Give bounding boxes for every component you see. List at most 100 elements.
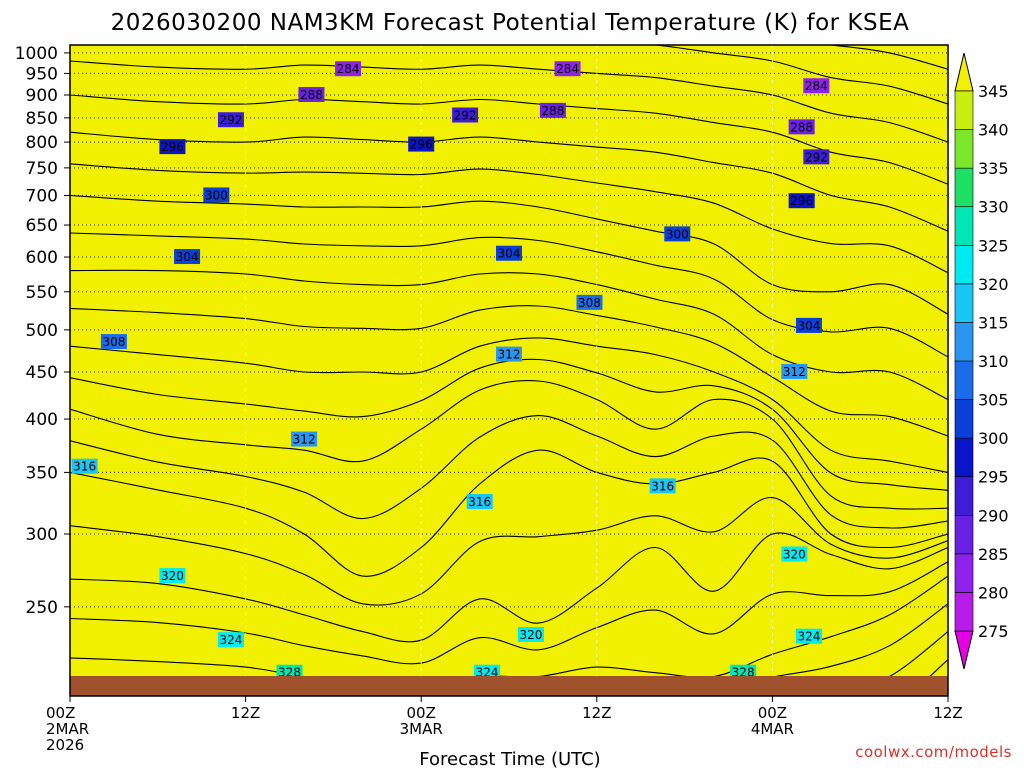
contour-label-bg <box>788 193 815 209</box>
contour-label: 292 <box>805 150 828 164</box>
isentrope-318k <box>70 497 948 606</box>
contour-label-bg <box>664 226 691 242</box>
pressure-tick-label: 300 <box>26 525 58 545</box>
colorbar-label: 285 <box>978 545 1009 564</box>
credit-text: coolwx.com/models <box>855 743 1012 761</box>
colorbar-label: 315 <box>978 313 1009 332</box>
isentrope-292k <box>70 60 948 143</box>
contour-label-bg <box>795 317 822 333</box>
pressure-tick-label: 1000 <box>15 44 58 64</box>
colorbar-label: 335 <box>978 159 1009 178</box>
pressure-tick-label: 450 <box>26 363 58 383</box>
time-tick-label: 2MAR <box>46 720 89 738</box>
contour-label-bg <box>781 363 808 379</box>
contour-label-bg <box>203 187 230 203</box>
isentrope-304k <box>70 269 948 400</box>
pressure-tick-label: 750 <box>26 159 58 179</box>
isentrope-296k <box>70 131 948 232</box>
contour-label: 316 <box>73 460 96 474</box>
contour-label: 320 <box>783 547 806 561</box>
colorbar-swatch-290 <box>954 476 974 516</box>
colorbar-swatch-335 <box>954 129 974 169</box>
contour-label-bg <box>649 478 676 494</box>
contour-label: 316 <box>651 479 674 493</box>
contour-label: 284 <box>805 79 828 93</box>
time-tick-label: 3MAR <box>400 720 443 738</box>
contour-label-bg <box>803 149 830 165</box>
contour-label-bg <box>474 664 501 680</box>
colorbar-label: 330 <box>978 198 1009 217</box>
pressure-tick-label: 900 <box>26 86 58 106</box>
time-tick-label: 12Z <box>933 704 962 722</box>
potential-temperature-fill <box>70 45 948 696</box>
contour-label-bg <box>788 119 815 135</box>
contour-label-bg <box>452 107 479 123</box>
contour-label-bg <box>100 334 127 350</box>
time-tick-label: 12Z <box>582 704 611 722</box>
contour-label: 308 <box>578 296 601 310</box>
isentrope-312k <box>70 380 948 510</box>
contour-label: 288 <box>300 88 323 102</box>
colorbar-swatch-280 <box>954 553 974 593</box>
colorbar-label: 340 <box>978 121 1009 140</box>
contour-label: 316 <box>468 495 491 509</box>
colorbar-label: 280 <box>978 583 1009 602</box>
time-tick-label: 00Z <box>46 704 75 722</box>
colorbar-swatch-340 <box>954 90 974 130</box>
isentrope-320k <box>70 532 948 643</box>
colorbar-swatch-320 <box>954 244 974 285</box>
contour-label-bg <box>730 664 757 680</box>
contour-label: 304 <box>176 250 199 264</box>
contour-label: 300 <box>666 227 689 241</box>
contour-label: 320 <box>519 628 542 642</box>
contour-label-bg <box>291 431 318 447</box>
contour-label: 296 <box>410 138 433 152</box>
contour-label: 312 <box>498 348 521 362</box>
time-tick-label: 00Z <box>407 704 436 722</box>
contour-label: 320 <box>161 569 184 583</box>
contour-label: 288 <box>790 120 813 134</box>
pressure-tick-label: 650 <box>26 216 58 236</box>
isentrope-314k <box>70 415 948 529</box>
contour-label: 324 <box>798 630 821 644</box>
colorbar-swatch-285 <box>954 514 974 555</box>
contour-label-bg <box>174 249 201 265</box>
colorbar-label: 305 <box>978 391 1009 410</box>
colorbar-swatch-305 <box>954 360 974 400</box>
pressure-tick-label: 400 <box>26 410 58 430</box>
pressure-tick-label: 250 <box>26 598 58 618</box>
colorbar-swatch-330 <box>954 167 974 208</box>
colorbar-swatch-300 <box>954 399 974 439</box>
time-tick-label: 4MAR <box>751 720 794 738</box>
time-tick-label: 2026 <box>46 736 84 754</box>
colorbar-swatch-315 <box>954 283 974 323</box>
ground-surface <box>70 676 948 696</box>
colorbar-swatch-295 <box>954 437 974 478</box>
pressure-tick-label: 350 <box>26 463 58 483</box>
contour-label: 300 <box>205 188 228 202</box>
contour-label-bg <box>803 78 830 94</box>
contour-label: 284 <box>337 62 360 76</box>
plot-frame <box>69 44 949 697</box>
contour-label-bg <box>71 458 98 474</box>
contour-label: 312 <box>783 365 806 379</box>
contour-label-bg <box>496 346 522 362</box>
colorbar-top-triangle <box>954 52 974 92</box>
contour-label: 324 <box>220 633 243 647</box>
contour-label-bg <box>217 112 244 128</box>
isentrope-300k <box>70 194 948 315</box>
time-tick-label: 12Z <box>231 704 260 722</box>
pressure-tick-label: 850 <box>26 109 58 129</box>
contour-label-bg <box>335 61 362 77</box>
contour-label-bg <box>517 626 544 642</box>
contour-label: 304 <box>498 247 521 261</box>
x-axis-title: Forecast Time (UTC) <box>419 749 600 768</box>
contour-label-bg <box>554 61 581 77</box>
colorbar-label: 310 <box>978 352 1009 371</box>
contour-label-bg <box>576 294 603 310</box>
colorbar-swatch-275 <box>954 592 974 632</box>
contour-label-bg <box>217 632 244 648</box>
colorbar-legend: 275 280 285 290 295 300 305 310 315 320 325 330 335 3… <box>954 52 1009 670</box>
